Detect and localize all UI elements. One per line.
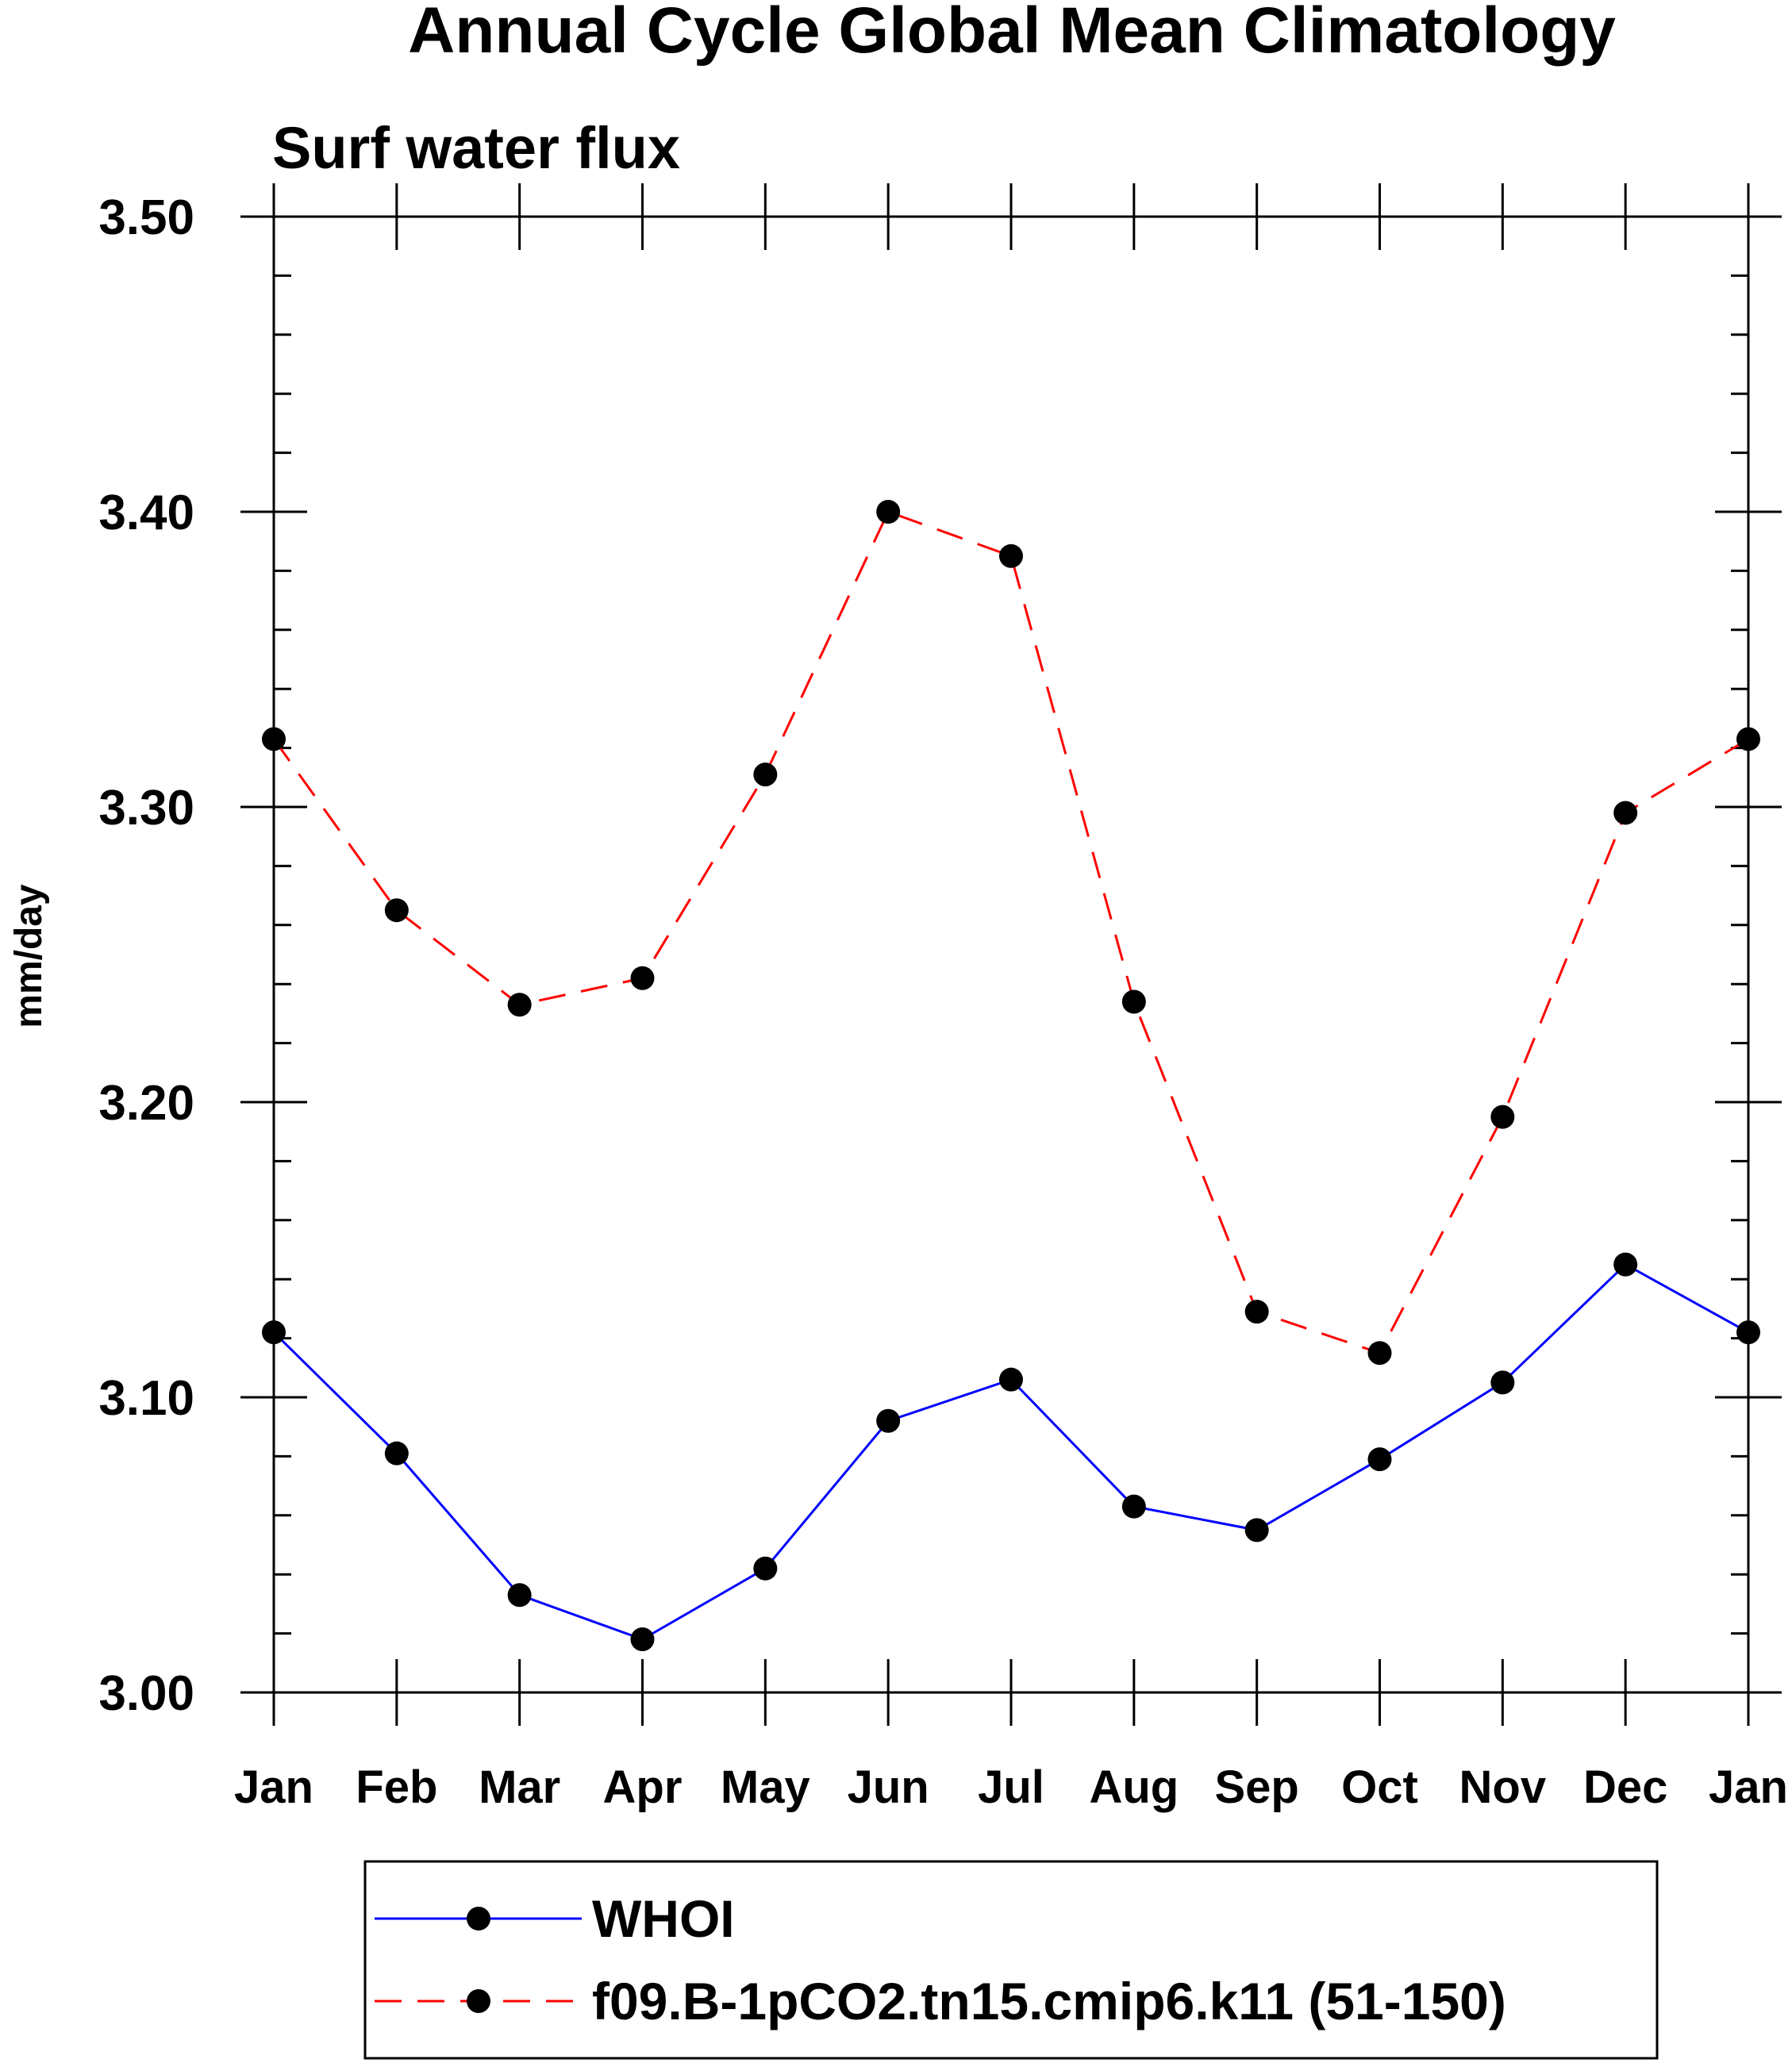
x-tick-label: Nov bbox=[1459, 1761, 1547, 1813]
data-point bbox=[384, 1441, 409, 1466]
x-tick-label: Feb bbox=[356, 1761, 437, 1813]
data-point bbox=[262, 1320, 286, 1345]
x-tick-label: Oct bbox=[1341, 1761, 1418, 1813]
data-point bbox=[753, 1556, 778, 1581]
data-point bbox=[1490, 1104, 1515, 1129]
y-tick-label: 3.40 bbox=[98, 486, 194, 540]
y-axis-label: mm/day bbox=[8, 884, 50, 1028]
legend-box bbox=[363, 1860, 1659, 2060]
x-tick-label: Sep bbox=[1214, 1761, 1298, 1813]
data-point bbox=[507, 1583, 532, 1608]
x-tick-label: Jan bbox=[234, 1761, 313, 1813]
data-point bbox=[1121, 1494, 1146, 1519]
chart-title: Annual Cycle Global Mean Climatology bbox=[408, 0, 1616, 67]
data-point bbox=[876, 500, 901, 524]
x-tick-label: May bbox=[721, 1761, 810, 1813]
x-tick-label: Aug bbox=[1089, 1761, 1179, 1813]
data-point bbox=[1490, 1370, 1515, 1395]
data-point bbox=[1367, 1447, 1392, 1472]
data-point bbox=[1244, 1518, 1269, 1542]
x-tick-label: Dec bbox=[1583, 1761, 1667, 1813]
series-2 bbox=[262, 500, 1760, 1366]
data-point bbox=[753, 763, 778, 787]
data-point bbox=[999, 1367, 1023, 1392]
series-1 bbox=[262, 1252, 1760, 1652]
legend-label: WHOI bbox=[592, 1889, 735, 1948]
data-point bbox=[1613, 801, 1638, 825]
series-layer bbox=[262, 500, 1760, 1652]
legend-marker bbox=[467, 1907, 490, 1930]
plot-frame bbox=[272, 215, 1750, 1694]
data-point bbox=[1367, 1341, 1392, 1366]
y-tick-label: 3.00 bbox=[98, 1666, 194, 1721]
legend-label: f09.B-1pCO2.tn15.cmip6.k11 (51-150) bbox=[592, 1972, 1506, 2030]
series-line bbox=[272, 1262, 1749, 1641]
data-point bbox=[999, 544, 1023, 568]
data-point bbox=[1736, 727, 1760, 751]
legend: WHOI f09.B-1pCO2.tn15.cmip6.k11 (51-150) bbox=[363, 1860, 1659, 2060]
data-point bbox=[1121, 989, 1146, 1014]
data-point bbox=[630, 1627, 655, 1652]
y-tick-label: 3.50 bbox=[98, 190, 194, 245]
x-tick-label: Jan bbox=[1709, 1761, 1788, 1813]
data-point bbox=[1613, 1252, 1638, 1277]
y-tick-label: 3.20 bbox=[98, 1076, 194, 1131]
data-point bbox=[384, 898, 409, 923]
legend-marker bbox=[467, 1989, 490, 2013]
data-point bbox=[876, 1408, 901, 1433]
x-tick-label: Jul bbox=[978, 1761, 1044, 1813]
x-tick-label: Apr bbox=[603, 1761, 683, 1813]
chart-subtitle: Surf water flux bbox=[272, 115, 680, 181]
x-tick-label: Jun bbox=[848, 1761, 929, 1813]
tick-labels: 3.00 3.10 3.20 3.30 3.40 3.50 Jan Feb Mar Apr May J… bbox=[98, 190, 1788, 1813]
data-point bbox=[507, 993, 532, 1017]
y-tick-label: 3.30 bbox=[98, 781, 194, 836]
data-point bbox=[1736, 1320, 1760, 1345]
data-point bbox=[262, 727, 286, 751]
data-point bbox=[630, 966, 655, 990]
legend-entry-2: f09.B-1pCO2.tn15.cmip6.k11 (51-150) bbox=[375, 1972, 1506, 2030]
legend-entry-1: WHOI bbox=[375, 1889, 735, 1948]
axes bbox=[240, 183, 1782, 1726]
series-line bbox=[272, 510, 1749, 1355]
data-point bbox=[1244, 1300, 1269, 1324]
y-tick-label: 3.10 bbox=[98, 1371, 194, 1426]
x-tick-label: Mar bbox=[479, 1761, 560, 1813]
